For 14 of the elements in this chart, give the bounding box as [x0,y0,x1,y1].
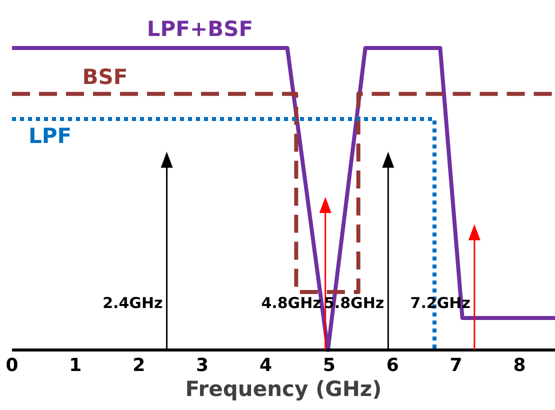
x-axis-title: Frequency (GHz) [185,377,382,401]
x-tick-label: 4 [259,354,272,376]
x-tick-label: 8 [513,354,526,376]
x-tick-label: 7 [450,354,462,376]
series-label: LPF [28,124,72,148]
series-label: BSF [82,64,128,89]
series-label: LPF+BSF [146,17,254,41]
x-tick-label: 6 [386,354,399,376]
x-tick-label: 5 [322,354,336,376]
x-tick-label: 1 [69,354,82,376]
x-tick-label: 3 [196,354,209,376]
x-tick-label: 2 [132,354,146,376]
x-tick-label: 0 [6,354,18,376]
annotation: 2.4GHz [102,294,164,312]
